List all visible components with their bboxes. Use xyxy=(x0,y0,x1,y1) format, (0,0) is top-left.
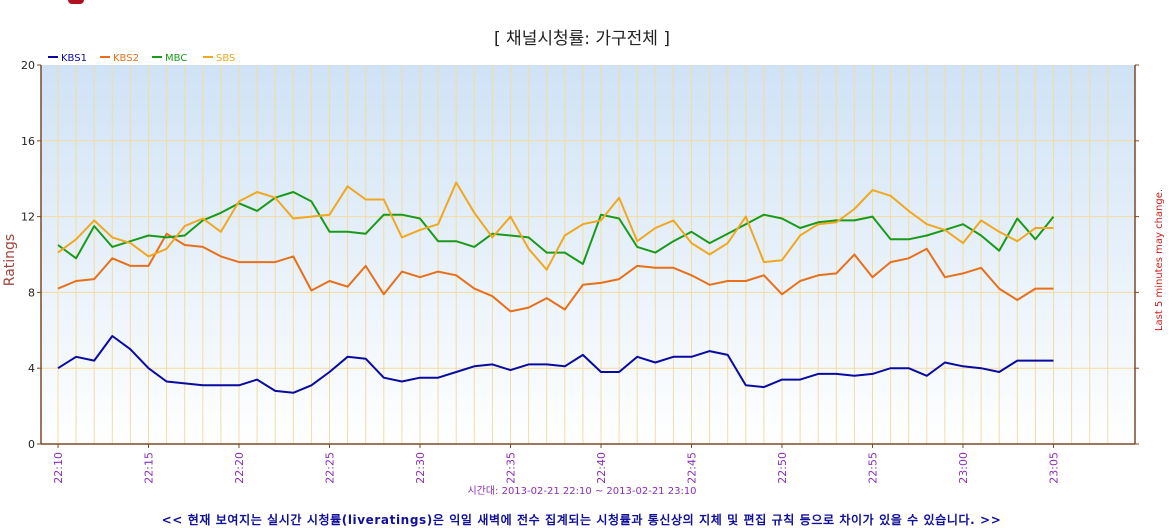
legend-label: KBS2 xyxy=(113,53,139,64)
x-tick-label: 22:50 xyxy=(776,452,789,484)
x-tick-label: 22:10 xyxy=(52,452,65,484)
y-tick-label: 16 xyxy=(21,135,35,148)
series-line-kbs1 xyxy=(57,335,1054,394)
legend-label: SBS xyxy=(216,53,235,64)
x-tick-label: 22:20 xyxy=(233,452,246,484)
legend: KBS1 KBS2 MBC SBS xyxy=(48,53,235,64)
y2-axis-label: Last 5 minutes may change. xyxy=(1154,189,1165,331)
footnote: << 현재 보여지는 실시간 시청률(liveratings)은 익일 새벽에 … xyxy=(161,513,1002,527)
y-tick-label: 8 xyxy=(28,286,35,299)
x-tick-label: 22:25 xyxy=(324,452,337,484)
time-range-label: 시간대: 2013-02-21 22:10 ~ 2013-02-21 23:10 xyxy=(467,485,696,497)
x-tick-label: 22:45 xyxy=(686,452,699,484)
plot-area xyxy=(41,65,1135,444)
legend-label: MBC xyxy=(165,53,187,64)
logo-mark xyxy=(68,0,84,4)
tick-labels: 0 4 8 12 16 20 22:10 22:15 22:20 22:25 22:30 22:35 2… xyxy=(21,59,1139,484)
x-tick-label: 23:05 xyxy=(1048,452,1061,484)
series-line-kbs2 xyxy=(57,232,1054,313)
y-axis-label: Ratings xyxy=(2,234,18,286)
y-tick-label: 0 xyxy=(28,438,35,451)
x-tick-label: 22:40 xyxy=(595,452,608,484)
legend-label: KBS1 xyxy=(61,53,87,64)
axes xyxy=(40,65,1136,445)
x-tick-label: 22:15 xyxy=(143,452,156,484)
y-tick-label: 12 xyxy=(21,211,35,224)
y-tick-label: 20 xyxy=(21,59,35,72)
series-line-sbs xyxy=(57,181,1054,271)
series-lines xyxy=(57,181,1055,394)
y-tick-label: 4 xyxy=(28,362,35,375)
x-tick-label: 23:00 xyxy=(957,452,970,484)
x-tick-label: 22:55 xyxy=(867,452,880,484)
x-tick-label: 22:35 xyxy=(505,452,518,484)
x-tick-label: 22:30 xyxy=(414,452,427,484)
chart-title: [ 채널시청률: 가구전체 ] xyxy=(494,29,670,49)
